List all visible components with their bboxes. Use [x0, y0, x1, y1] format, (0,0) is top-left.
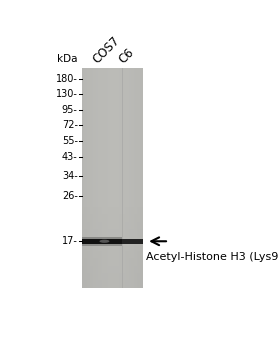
Bar: [117, 68, 119, 288]
Bar: [83, 119, 143, 126]
Bar: [83, 178, 143, 185]
Bar: [137, 68, 138, 288]
Bar: [83, 251, 143, 258]
Bar: [119, 68, 120, 288]
Bar: [114, 68, 116, 288]
Bar: [116, 68, 117, 288]
Text: C6: C6: [117, 46, 137, 66]
Bar: [122, 68, 123, 288]
Bar: [105, 68, 107, 288]
Bar: [83, 237, 122, 239]
Bar: [83, 185, 143, 192]
Ellipse shape: [99, 240, 109, 243]
Bar: [83, 68, 143, 75]
Bar: [83, 244, 122, 246]
Text: 17-: 17-: [62, 236, 78, 246]
Bar: [120, 68, 122, 288]
Bar: [113, 68, 114, 288]
Bar: [83, 266, 143, 273]
Bar: [83, 192, 143, 200]
Bar: [122, 68, 123, 288]
Bar: [83, 97, 143, 105]
Bar: [83, 83, 143, 90]
Bar: [83, 112, 143, 119]
Bar: [83, 75, 143, 83]
Bar: [101, 68, 102, 288]
Bar: [128, 68, 129, 288]
Bar: [83, 68, 84, 288]
Bar: [83, 134, 143, 141]
Text: Acetyl-Histone H3 (Lys9): Acetyl-Histone H3 (Lys9): [146, 252, 279, 262]
Bar: [85, 68, 87, 288]
Bar: [134, 68, 135, 288]
Bar: [102, 68, 104, 288]
Text: 43-: 43-: [62, 152, 78, 162]
Bar: [123, 68, 125, 288]
Text: 130-: 130-: [56, 89, 78, 99]
Bar: [131, 68, 133, 288]
Bar: [95, 68, 96, 288]
Bar: [104, 68, 105, 288]
Text: COS7: COS7: [91, 34, 123, 66]
Bar: [125, 68, 126, 288]
Bar: [96, 68, 98, 288]
Text: 180-: 180-: [56, 74, 78, 84]
Text: 55-: 55-: [62, 137, 78, 147]
Bar: [83, 148, 143, 156]
Bar: [83, 214, 143, 222]
Bar: [83, 222, 143, 229]
Bar: [129, 68, 131, 288]
Bar: [83, 141, 143, 148]
Bar: [90, 68, 92, 288]
Bar: [83, 280, 143, 288]
Bar: [140, 68, 141, 288]
Bar: [83, 200, 143, 207]
Bar: [83, 126, 143, 134]
Bar: [83, 163, 143, 170]
Bar: [83, 236, 143, 244]
Bar: [83, 170, 143, 178]
Bar: [93, 68, 95, 288]
Bar: [107, 68, 108, 288]
Bar: [108, 68, 110, 288]
Bar: [83, 229, 143, 236]
Text: kDa: kDa: [57, 54, 78, 64]
Bar: [83, 156, 143, 163]
Bar: [126, 68, 128, 288]
Bar: [138, 68, 140, 288]
Bar: [110, 68, 111, 288]
Bar: [83, 273, 143, 280]
Bar: [99, 68, 101, 288]
Bar: [84, 68, 85, 288]
Bar: [87, 68, 88, 288]
Text: 72-: 72-: [62, 120, 78, 130]
Text: 26-: 26-: [62, 191, 78, 201]
Bar: [133, 68, 134, 288]
Bar: [88, 68, 90, 288]
Bar: [83, 207, 143, 214]
Text: 34-: 34-: [62, 171, 78, 181]
Bar: [83, 244, 143, 251]
Bar: [111, 68, 113, 288]
Bar: [83, 105, 143, 112]
Bar: [135, 68, 137, 288]
Bar: [92, 68, 93, 288]
Text: 95-: 95-: [62, 105, 78, 115]
Bar: [141, 68, 143, 288]
Bar: [83, 239, 122, 244]
Bar: [83, 90, 143, 97]
Bar: [122, 239, 143, 244]
Bar: [83, 258, 143, 266]
Bar: [98, 68, 99, 288]
